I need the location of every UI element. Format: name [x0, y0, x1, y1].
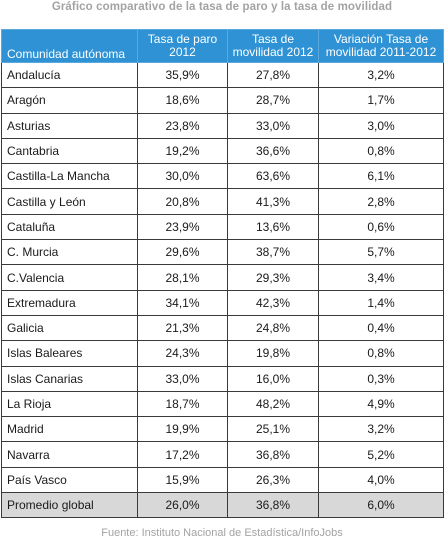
table-row: La Rioja 18,7% 48,2% 4,9% — [1, 390, 444, 418]
tasa-paro-cell: 23,8% — [137, 112, 228, 139]
tasa-movilidad-cell: 36,8% — [227, 441, 319, 468]
table-row: Navarra 17,2% 36,8% 5,2% — [1, 441, 444, 468]
tasa-paro-cell: 20,8% — [137, 188, 228, 215]
table-body: Andalucía 35,9% 27,8% 3,2% Aragón 18,6% 28,7% 1… — [1, 61, 444, 519]
column-header-tasa-movilidad: Tasa de movilidad 2012 — [227, 29, 319, 63]
tasa-paro-cell: 19,2% — [137, 137, 228, 165]
tasa-movilidad-cell: 41,3% — [227, 188, 319, 215]
region-cell: Galicia — [1, 314, 138, 342]
table-row: País Vasco 15,9% 26,3% 4,0% — [1, 466, 444, 494]
variacion-cell: 6,1% — [318, 163, 444, 190]
tasa-movilidad-cell: 19,8% — [227, 340, 319, 367]
table-row: Aragón 18,6% 28,7% 1,7% — [1, 87, 444, 114]
table-row: Cantabria 19,2% 36,6% 0,8% — [1, 137, 444, 165]
variacion-cell: 3,0% — [318, 112, 444, 139]
tasa-paro-cell: 18,6% — [137, 87, 228, 114]
region-cell: Extremadura — [1, 289, 138, 316]
page-title: Gráfico comparativo de la tasa de paro y… — [51, 1, 393, 13]
column-header-comunidad: Comunidad autónoma — [1, 29, 138, 63]
region-cell: Navarra — [1, 441, 138, 468]
tasa-paro-cell: 24,3% — [137, 340, 228, 367]
comparison-table: Comunidad autónoma Tasa de paro 2012 Tas… — [1, 29, 444, 519]
region-cell: País Vasco — [1, 466, 138, 494]
tasa-paro-cell: 18,7% — [137, 390, 228, 418]
region-cell: Madrid — [1, 416, 138, 443]
variacion-cell: 0,3% — [318, 365, 444, 392]
variacion-cell: 4,0% — [318, 466, 444, 494]
table-row: Andalucía 35,9% 27,8% 3,2% — [1, 61, 444, 89]
table-row: Extremadura 34,1% 42,3% 1,4% — [1, 289, 444, 316]
region-cell: Islas Canarias — [1, 365, 138, 392]
table-row: Galicia 21,3% 24,8% 0,4% — [1, 314, 444, 342]
region-cell: Cantabria — [1, 137, 138, 165]
average-region-cell: Promedio global — [1, 492, 138, 519]
column-header-variacion: Variación Tasa de movilidad 2011-2012 — [318, 29, 444, 63]
table-row: C. Murcia 29,6% 38,7% 5,7% — [1, 239, 444, 266]
tasa-movilidad-cell: 33,0% — [227, 112, 319, 139]
variacion-cell: 2,8% — [318, 188, 444, 215]
region-cell: Aragón — [1, 87, 138, 114]
tasa-movilidad-cell: 13,6% — [227, 213, 319, 241]
tasa-paro-cell: 29,6% — [137, 239, 228, 266]
tasa-movilidad-cell: 27,8% — [227, 61, 319, 89]
table-row: Islas Baleares 24,3% 19,8% 0,8% — [1, 340, 444, 367]
region-cell: Castilla y León — [1, 188, 138, 215]
variacion-cell: 3,2% — [318, 416, 444, 443]
table-row: Castilla y León 20,8% 41,3% 2,8% — [1, 188, 444, 215]
region-cell: C.Valencia — [1, 264, 138, 291]
average-tasa-movilidad-cell: 36,8% — [227, 492, 319, 519]
region-cell: La Rioja — [1, 390, 138, 418]
tasa-movilidad-cell: 36,6% — [227, 137, 319, 165]
tasa-paro-cell: 28,1% — [137, 264, 228, 291]
region-cell: Asturias — [1, 112, 138, 139]
table-row: Cataluña 23,9% 13,6% 0,6% — [1, 213, 444, 241]
average-tasa-paro-cell: 26,0% — [137, 492, 228, 519]
variacion-cell: 0,4% — [318, 314, 444, 342]
variacion-cell: 5,2% — [318, 441, 444, 468]
tasa-paro-cell: 34,1% — [137, 289, 228, 316]
tasa-paro-cell: 21,3% — [137, 314, 228, 342]
variacion-cell: 1,4% — [318, 289, 444, 316]
tasa-movilidad-cell: 29,3% — [227, 264, 319, 291]
table-row: Madrid 19,9% 25,1% 3,2% — [1, 416, 444, 443]
region-cell: Cataluña — [1, 213, 138, 241]
region-cell: Andalucía — [1, 61, 138, 89]
variacion-cell: 3,4% — [318, 264, 444, 291]
source-footnote: Fuente: Instituto Nacional de Estadístic… — [101, 527, 343, 539]
tasa-movilidad-cell: 28,7% — [227, 87, 319, 114]
tasa-movilidad-cell: 48,2% — [227, 390, 319, 418]
average-variacion-cell: 6,0% — [318, 492, 444, 519]
tasa-paro-cell: 23,9% — [137, 213, 228, 241]
table-row: C.Valencia 28,1% 29,3% 3,4% — [1, 264, 444, 291]
variacion-cell: 3,2% — [318, 61, 444, 89]
tasa-paro-cell: 15,9% — [137, 466, 228, 494]
tasa-movilidad-cell: 42,3% — [227, 289, 319, 316]
table-row: Islas Canarias 33,0% 16,0% 0,3% — [1, 365, 444, 392]
variacion-cell: 0,6% — [318, 213, 444, 241]
variacion-cell: 5,7% — [318, 239, 444, 266]
tasa-movilidad-cell: 24,8% — [227, 314, 319, 342]
table-row: Castilla-La Mancha 30,0% 63,6% 6,1% — [1, 163, 444, 190]
tasa-paro-cell: 17,2% — [137, 441, 228, 468]
tasa-movilidad-cell: 38,7% — [227, 239, 319, 266]
average-row: Promedio global 26,0% 36,8% 6,0% — [1, 492, 444, 519]
region-cell: Castilla-La Mancha — [1, 163, 138, 190]
tasa-paro-cell: 35,9% — [137, 61, 228, 89]
region-cell: C. Murcia — [1, 239, 138, 266]
variacion-cell: 0,8% — [318, 340, 444, 367]
variacion-cell: 1,7% — [318, 87, 444, 114]
region-cell: Islas Baleares — [1, 340, 138, 367]
table-header-row: Comunidad autónoma Tasa de paro 2012 Tas… — [1, 29, 444, 63]
tasa-movilidad-cell: 25,1% — [227, 416, 319, 443]
tasa-paro-cell: 19,9% — [137, 416, 228, 443]
tasa-paro-cell: 30,0% — [137, 163, 228, 190]
column-header-tasa-paro: Tasa de paro 2012 — [137, 29, 228, 63]
tasa-movilidad-cell: 16,0% — [227, 365, 319, 392]
tasa-movilidad-cell: 26,3% — [227, 466, 319, 494]
tasa-movilidad-cell: 63,6% — [227, 163, 319, 190]
variacion-cell: 4,9% — [318, 390, 444, 418]
variacion-cell: 0,8% — [318, 137, 444, 165]
tasa-paro-cell: 33,0% — [137, 365, 228, 392]
table-row: Asturias 23,8% 33,0% 3,0% — [1, 112, 444, 139]
